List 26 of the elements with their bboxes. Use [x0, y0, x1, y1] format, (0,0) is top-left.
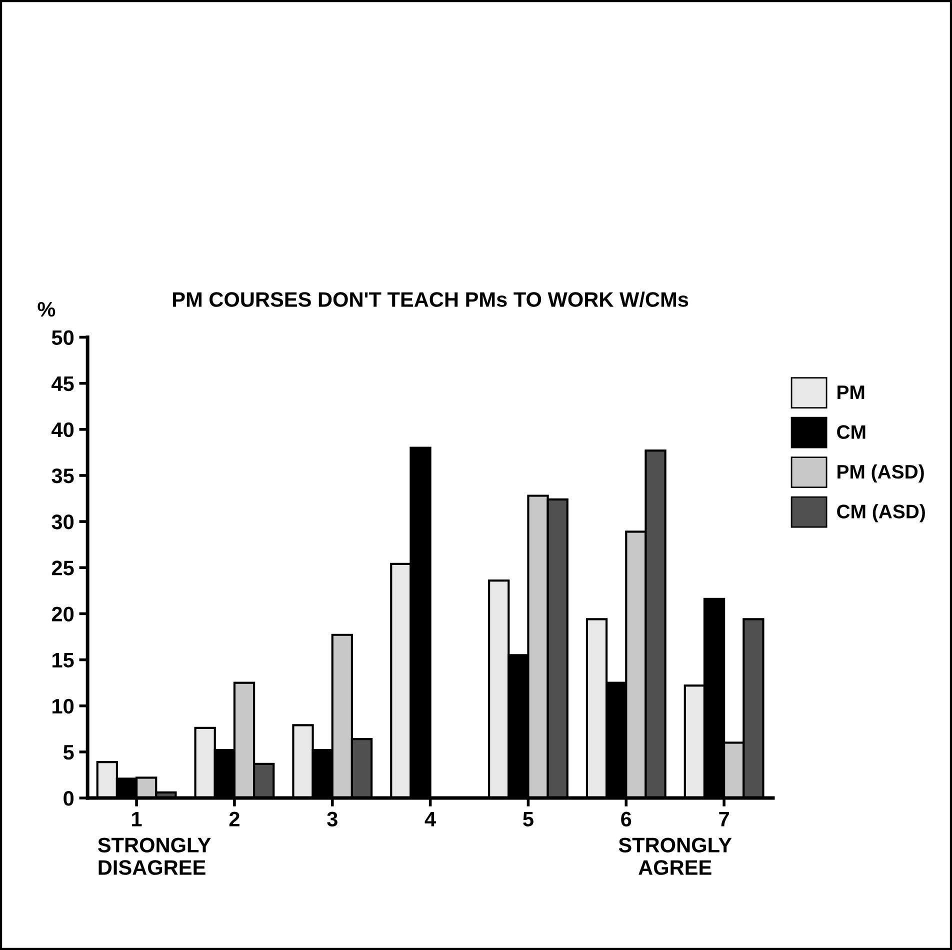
x-tick-label: 6 [621, 812, 632, 826]
y-tick-label: 10 [52, 698, 74, 714]
y-tick-label: 5 [63, 745, 74, 760]
y-tick-label: 0 [64, 791, 74, 806]
y-tick-label: 20 [52, 606, 74, 622]
y-axis-title: % [38, 302, 56, 317]
text: STRONGLY AGREE [618, 838, 732, 875]
legend-label: CM [837, 425, 866, 439]
y-tick-label: 50 [52, 330, 74, 346]
y-tick-label: 25 [52, 560, 74, 576]
legend-label: CM (ASD) [837, 504, 925, 522]
text: STRONGLY DISAGREE [98, 838, 211, 875]
y-tick-label: 30 [52, 514, 74, 530]
legend-label: PM (ASD) [838, 464, 924, 483]
y-tick-label: 45 [52, 376, 74, 392]
y-tick-label: 15 [52, 652, 74, 668]
x-tick-label: 5 [523, 812, 534, 826]
y-tick-label: 40 [52, 422, 74, 438]
x-tick-label: 7 [719, 812, 729, 826]
x-tick-label: 1 [132, 812, 142, 826]
x-tick-label: 3 [327, 812, 338, 827]
y-tick-label: 35 [52, 468, 74, 484]
x-tick-label: 4 [424, 812, 436, 826]
legend-label: PM [838, 386, 864, 399]
chart-title: PM COURSES DON'T TEACH PMs TO WORK W/CMs [173, 292, 688, 308]
x-tick-label: 2 [229, 812, 240, 826]
